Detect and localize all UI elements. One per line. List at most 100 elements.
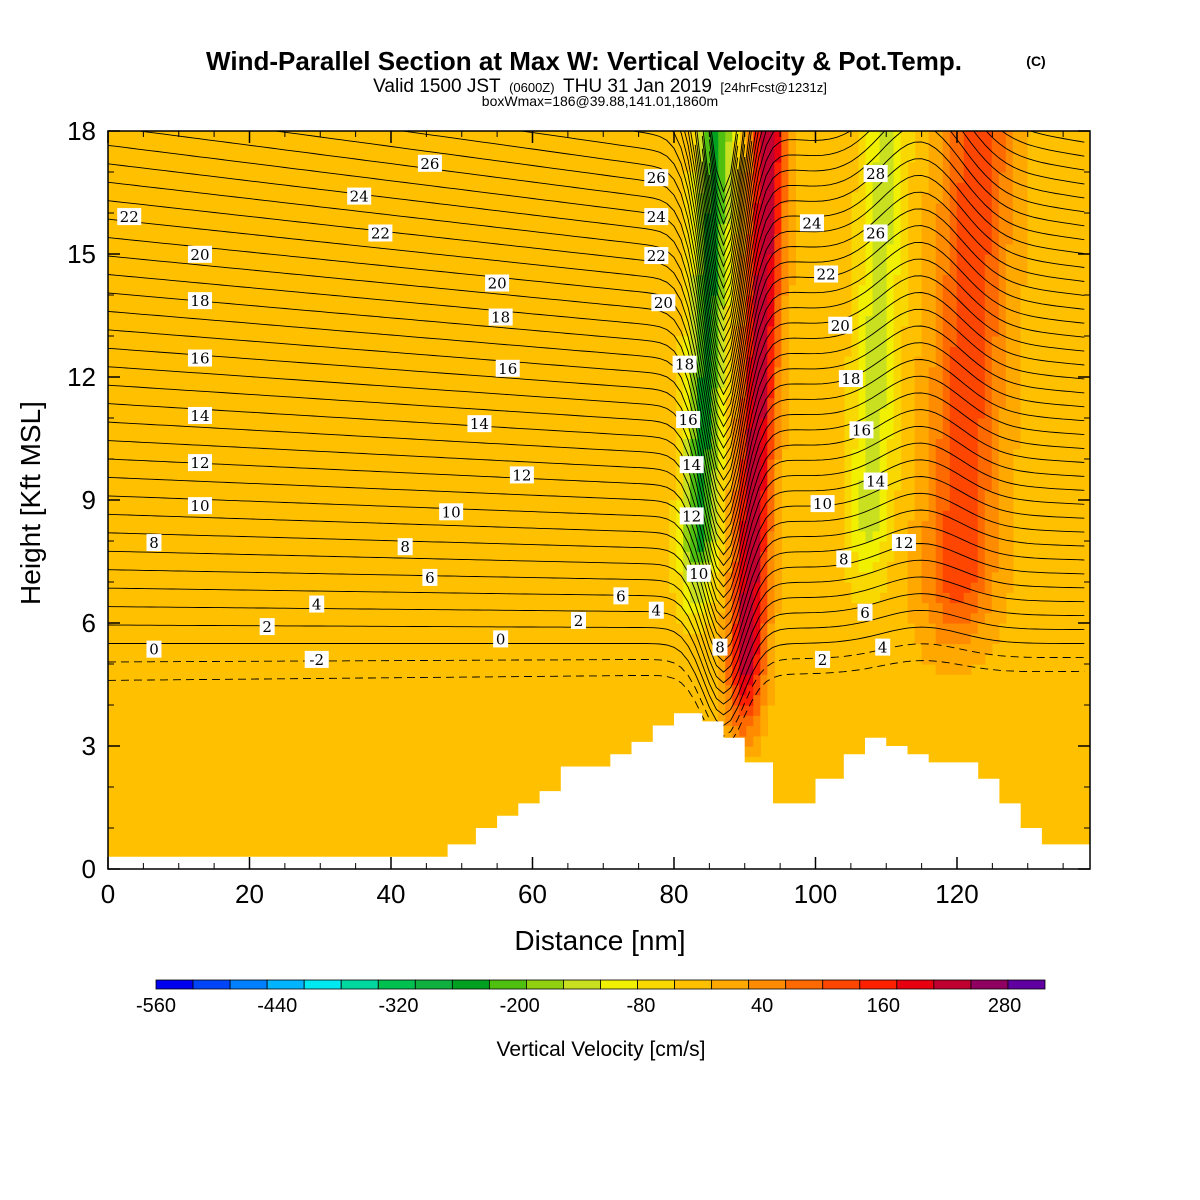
velocity-cell bbox=[977, 284, 986, 296]
contour-label-box bbox=[863, 472, 888, 490]
x-tick-label: 60 bbox=[518, 879, 547, 909]
velocity-cell bbox=[753, 735, 761, 747]
velocity-cell bbox=[753, 684, 761, 696]
velocity-cell bbox=[991, 172, 1000, 183]
velocity-cell bbox=[872, 428, 881, 440]
velocity-cell bbox=[928, 172, 937, 183]
velocity-cell bbox=[949, 541, 958, 552]
velocity-cell bbox=[942, 366, 951, 378]
potential-temperature-contours bbox=[108, 131, 1085, 748]
colorbar: -560 -440 -320 -200 -80 40 160 280 bbox=[136, 979, 1046, 1017]
velocity-cell bbox=[935, 438, 944, 450]
velocity-cell bbox=[774, 448, 782, 460]
velocity-cell bbox=[949, 459, 958, 470]
velocity-cell bbox=[942, 264, 951, 276]
velocity-cell bbox=[746, 643, 754, 655]
velocity-cell bbox=[760, 633, 768, 645]
velocity-cell bbox=[928, 264, 937, 276]
contour-label-box bbox=[439, 503, 464, 521]
velocity-cell bbox=[760, 418, 768, 429]
velocity-cell bbox=[858, 571, 867, 583]
velocity-cell bbox=[851, 192, 860, 204]
velocity-cell bbox=[886, 336, 895, 347]
colorbar-swatch bbox=[340, 979, 379, 990]
contour-label: 14 bbox=[866, 473, 885, 491]
velocity-cell bbox=[774, 284, 782, 296]
velocity-cell bbox=[774, 602, 782, 614]
velocity-cell bbox=[977, 274, 986, 286]
velocity-cell bbox=[676, 530, 684, 542]
velocity-cell bbox=[1005, 571, 1014, 583]
velocity-cell bbox=[683, 305, 691, 317]
velocity-cell bbox=[991, 612, 1000, 624]
velocity-cell bbox=[697, 151, 705, 163]
velocity-cell bbox=[998, 551, 1007, 563]
velocity-cell bbox=[886, 428, 895, 440]
velocity-cell bbox=[753, 541, 761, 552]
velocity-cell bbox=[1012, 428, 1021, 440]
theta-contour bbox=[108, 458, 1085, 620]
velocity-cell bbox=[921, 530, 930, 542]
velocity-cell bbox=[942, 233, 951, 245]
velocity-cell bbox=[977, 592, 986, 604]
theta-contour bbox=[108, 384, 1085, 577]
velocity-cell bbox=[991, 592, 1000, 604]
velocity-cell bbox=[879, 541, 888, 552]
velocity-cell bbox=[879, 213, 888, 224]
velocity-cell bbox=[746, 653, 754, 665]
velocity-cell bbox=[921, 448, 930, 460]
velocity-cell bbox=[879, 397, 888, 409]
velocity-cell bbox=[732, 202, 740, 214]
velocity-cell bbox=[970, 459, 979, 470]
velocity-cell bbox=[760, 387, 768, 399]
velocity-cell bbox=[963, 397, 972, 409]
velocity-cell bbox=[732, 489, 740, 501]
velocity-cell bbox=[865, 551, 874, 563]
velocity-cell bbox=[683, 489, 691, 501]
colorbar-swatch bbox=[933, 979, 972, 990]
velocity-cell bbox=[928, 243, 937, 255]
velocity-cell bbox=[928, 418, 937, 429]
velocity-cell bbox=[690, 131, 698, 142]
velocity-cell bbox=[893, 233, 902, 245]
velocity-cell bbox=[760, 254, 768, 265]
velocity-cell bbox=[732, 397, 740, 409]
velocity-cell bbox=[781, 407, 789, 419]
contour-label-box bbox=[679, 456, 704, 474]
velocity-cell bbox=[767, 674, 775, 686]
velocity-cell bbox=[893, 325, 902, 337]
velocity-cell bbox=[746, 489, 754, 501]
velocity-cell bbox=[711, 448, 719, 460]
velocity-cell bbox=[949, 223, 958, 235]
velocity-cell bbox=[760, 233, 768, 245]
velocity-cell bbox=[942, 274, 951, 286]
velocity-cell bbox=[865, 192, 874, 204]
velocity-cell bbox=[977, 366, 986, 378]
velocity-cell bbox=[949, 469, 958, 481]
velocity-cell bbox=[844, 571, 853, 583]
velocity-cell bbox=[935, 315, 944, 327]
velocity-cell bbox=[746, 664, 754, 675]
velocity-cell bbox=[858, 161, 867, 173]
velocity-cell bbox=[893, 192, 902, 204]
velocity-cell bbox=[774, 520, 782, 532]
velocity-cell bbox=[788, 161, 796, 173]
velocity-cell bbox=[956, 356, 965, 368]
theta-contour bbox=[709, 131, 739, 204]
velocity-cell bbox=[942, 664, 951, 675]
velocity-cell bbox=[928, 551, 937, 563]
velocity-cell bbox=[1012, 264, 1021, 276]
velocity-cell bbox=[690, 325, 698, 337]
velocity-cell bbox=[879, 131, 888, 142]
velocity-cell bbox=[767, 233, 775, 245]
velocity-cell bbox=[942, 172, 951, 183]
velocity-cell bbox=[781, 315, 789, 327]
velocity-cell bbox=[928, 346, 937, 358]
velocity-cell bbox=[851, 387, 860, 399]
contour-label: 22 bbox=[647, 247, 666, 265]
velocity-cell bbox=[858, 448, 867, 460]
velocity-cell bbox=[893, 346, 902, 358]
contour-label: 14 bbox=[470, 415, 489, 433]
velocity-cell bbox=[886, 407, 895, 419]
velocity-cell bbox=[746, 131, 754, 142]
